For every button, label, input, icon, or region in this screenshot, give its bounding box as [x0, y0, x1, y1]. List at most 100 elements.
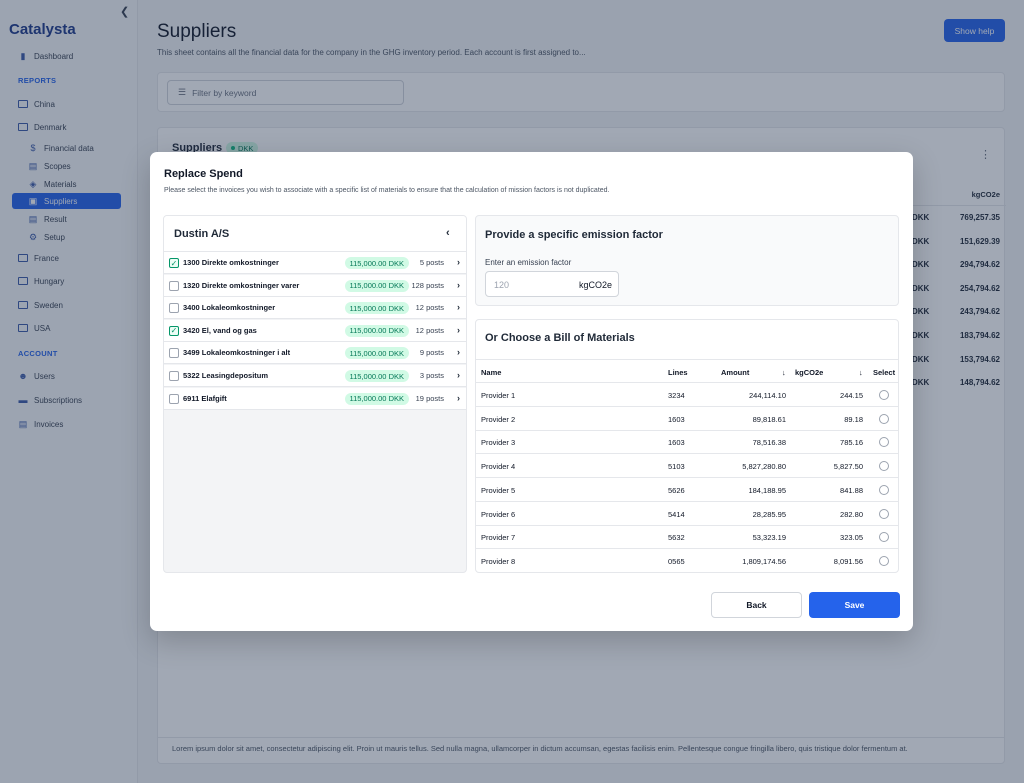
sidebar-item-subscriptions[interactable]: ▬ Subscriptions — [18, 395, 83, 405]
bom-row[interactable]: Provider 6 5414 28,285.95 282.80 — [476, 502, 898, 526]
back-button[interactable]: Back — [711, 592, 802, 618]
sidebar-item-users[interactable]: ☻ Users — [18, 371, 55, 381]
table-row[interactable]: DKK 294,794.62 — [908, 253, 1006, 276]
invoice-posts-count: 128 posts — [411, 280, 444, 290]
sidebar-item-usa[interactable]: USA — [12, 320, 120, 336]
table-row[interactable]: DKK 243,794.62 — [908, 300, 1006, 323]
bom-row[interactable]: Provider 4 5103 5,827,280.80 5,827.50 — [476, 454, 898, 479]
invoice-name: 1300 Direkte omkostninger — [183, 258, 279, 267]
sidebar-item-sweden[interactable]: Sweden — [12, 297, 120, 313]
table-row[interactable]: DKK 254,794.62 — [908, 277, 1006, 300]
replace-spend-modal: Replace Spend Please select the invoices… — [150, 152, 913, 631]
sidebar-item-setup[interactable]: ⚙ Setup — [28, 231, 65, 242]
col-amount[interactable]: Amount — [721, 368, 750, 377]
select-radio[interactable] — [879, 390, 889, 400]
kgco2e-cell: 183,794.62 — [959, 331, 1000, 340]
bom-row[interactable]: Provider 5 5626 184,188.95 841.88 — [476, 478, 898, 502]
sidebar-item-hungary[interactable]: Hungary — [12, 273, 120, 289]
bill-of-materials-panel: Or Choose a Bill of Materials Name Lines… — [475, 319, 899, 573]
invoice-name: 1320 Direkte omkostninger varer — [183, 280, 300, 290]
sidebar-item-suppliers[interactable]: ▣ Suppliers — [12, 193, 121, 209]
invoice-checkbox[interactable]: ✓ — [169, 258, 179, 268]
bom-row[interactable]: Provider 7 5632 53,323.19 323.05 — [476, 525, 898, 550]
show-help-button[interactable]: Show help — [944, 19, 1005, 42]
table-row[interactable]: DKK 151,629.39 — [908, 230, 1006, 253]
lines-cell: 5632 — [668, 533, 685, 543]
invoice-posts-count: 5 posts — [419, 258, 444, 267]
chevron-left-icon[interactable]: ‹ — [446, 227, 450, 239]
invoice-checkbox[interactable] — [169, 393, 179, 404]
provider-name: Provider 8 — [481, 556, 516, 566]
select-radio[interactable] — [879, 532, 889, 543]
invoice-row[interactable]: 3499 Lokaleomkostninger i alt 115,000.00 … — [164, 342, 466, 365]
sidebar: Catalysta ❮ ▮ Dashboard REPORTS China De… — [0, 0, 138, 783]
chevron-right-icon[interactable]: › — [457, 392, 460, 403]
table-row[interactable]: DKK 769,257.35 — [908, 206, 1006, 229]
filter-input[interactable]: ☰ Filter by keyword — [167, 80, 404, 105]
sidebar-item-invoices[interactable]: ▤ Invoices — [18, 418, 64, 429]
invoice-row[interactable]: ✓ 3420 El, vand og gas 115,000.00 DKK 12 po… — [164, 319, 466, 342]
chevron-right-icon[interactable]: › — [457, 302, 460, 313]
select-radio[interactable] — [879, 508, 889, 519]
invoice-row[interactable]: 1320 Direkte omkostninger varer 115,000.0… — [164, 274, 466, 297]
emission-factor-input[interactable]: 120 kgCO2e — [485, 271, 619, 297]
sort-down-icon[interactable]: ↓ — [859, 368, 863, 377]
bom-row[interactable]: Provider 1 3234 244,114.10 244.15 — [476, 383, 898, 407]
provider-name: Provider 1 — [481, 391, 516, 400]
sidebar-item-dashboard[interactable]: ▮ Dashboard — [12, 48, 120, 64]
sidebar-item-scopes[interactable]: ▤ Scopes — [28, 160, 71, 171]
bom-row[interactable]: Provider 3 1603 78,516.38 785.16 — [476, 430, 898, 455]
table-row[interactable]: DKK 153,794.62 — [908, 348, 1006, 371]
table-row[interactable]: DKK 183,794.62 — [908, 324, 1006, 347]
invoice-row[interactable]: 5322 Leasingdepositum 115,000.00 DKK 3 pos… — [164, 365, 466, 387]
col-kgco2e[interactable]: kgCO2e — [795, 368, 824, 377]
sidebar-item-france[interactable]: France — [12, 250, 120, 266]
amount-cell: 184,188.95 — [748, 485, 786, 495]
invoice-name: 6911 Elafgift — [183, 393, 227, 403]
select-radio[interactable] — [879, 437, 889, 448]
invoice-checkbox[interactable] — [169, 303, 179, 314]
kgco2e-cell: 769,257.35 — [959, 213, 1000, 222]
select-radio[interactable] — [879, 484, 889, 495]
invoice-checkbox[interactable]: ✓ — [169, 325, 179, 336]
invoice-posts-count: 9 posts — [419, 348, 444, 358]
col-name: Name — [481, 368, 502, 377]
invoice-checkbox[interactable] — [169, 348, 179, 359]
select-radio[interactable] — [879, 413, 889, 424]
select-radio[interactable] — [879, 461, 889, 472]
chevron-right-icon[interactable]: › — [457, 347, 460, 358]
invoice-posts-count: 3 posts — [419, 371, 444, 380]
invoice-checkbox[interactable] — [169, 371, 179, 381]
sidebar-item-china[interactable]: China — [12, 96, 120, 112]
supplier-name: Dustin A/S — [174, 228, 230, 240]
sort-down-icon[interactable]: ↓ — [782, 368, 786, 377]
chevron-right-icon[interactable]: › — [457, 324, 460, 335]
sidebar-item-materials[interactable]: ◈ Materials — [29, 178, 77, 189]
folder-icon — [18, 323, 28, 333]
kgco2e-cell: 153,794.62 — [959, 354, 1000, 364]
invoice-row[interactable]: ✓ 1300 Direkte omkostninger 115,000.00 DKK… — [164, 252, 466, 274]
sidebar-item-denmark[interactable]: Denmark — [12, 119, 120, 135]
modal-title: Replace Spend — [164, 168, 243, 180]
chevron-right-icon[interactable]: › — [457, 257, 460, 267]
bom-row[interactable]: Provider 8 0565 1,809,174.56 8,091.56 — [476, 549, 898, 572]
account-section-label: ACCOUNT — [18, 349, 58, 358]
select-radio[interactable] — [879, 555, 889, 566]
chevron-right-icon[interactable]: › — [457, 279, 460, 290]
currency-badge: DKK — [226, 142, 259, 154]
sidebar-item-financial-data[interactable]: $ Financial data — [22, 140, 120, 156]
kgco2e-cell: 5,827.50 — [833, 462, 863, 472]
sidebar-item-result[interactable]: ▤ Result — [28, 213, 67, 224]
table-row[interactable]: DKK 148,794.62 — [908, 371, 1006, 394]
currency-cell: DKK — [912, 260, 930, 270]
collapse-sidebar-icon[interactable]: ❮ — [120, 6, 130, 18]
amount-cell: 244,114.10 — [749, 391, 786, 400]
currency-cell: DKK — [912, 331, 930, 340]
bom-row[interactable]: Provider 2 1603 89,818.61 89.18 — [476, 407, 898, 431]
chevron-right-icon[interactable]: › — [457, 370, 460, 380]
save-button[interactable]: Save — [809, 592, 900, 618]
invoice-row[interactable]: 3400 Lokaleomkostninger 115,000.00 DKK 12 … — [164, 297, 466, 320]
invoice-row[interactable]: 6911 Elafgift 115,000.00 DKK 19 posts › — [164, 387, 466, 410]
invoice-checkbox[interactable] — [169, 280, 179, 291]
more-options-icon[interactable]: ⋮ — [980, 149, 991, 161]
